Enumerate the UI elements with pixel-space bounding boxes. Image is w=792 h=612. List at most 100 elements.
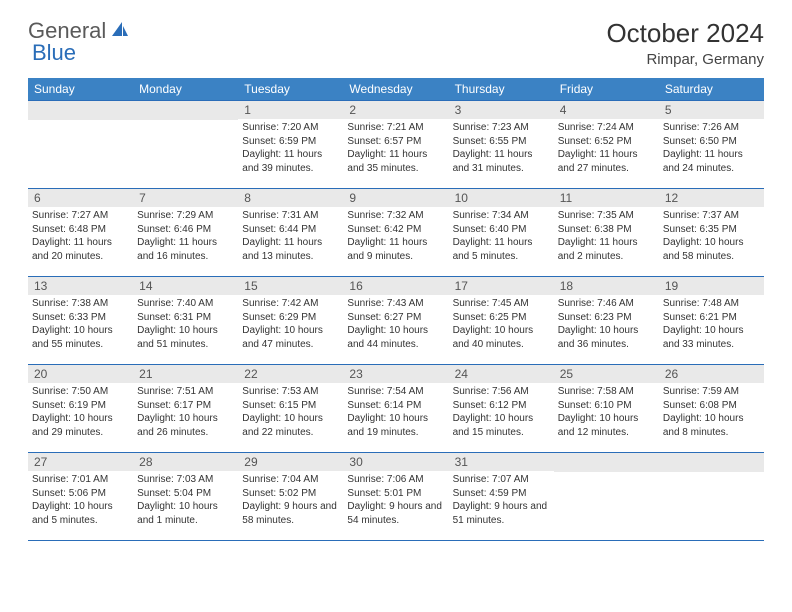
day-num: 11 (554, 189, 659, 207)
sunrise-text: Sunrise: 7:54 AM (347, 385, 444, 399)
day-cell: 24Sunrise: 7:56 AMSunset: 6:12 PMDayligh… (449, 365, 554, 453)
daylight-text: Daylight: 11 hours and 24 minutes. (663, 148, 760, 175)
day-num: 4 (554, 101, 659, 119)
day-header: Friday (554, 78, 659, 101)
day-cell: 25Sunrise: 7:58 AMSunset: 6:10 PMDayligh… (554, 365, 659, 453)
day-content: Sunrise: 7:35 AMSunset: 6:38 PMDaylight:… (554, 207, 659, 266)
sunset-text: Sunset: 6:14 PM (347, 399, 444, 413)
day-num: 15 (238, 277, 343, 295)
sunrise-text: Sunrise: 7:26 AM (663, 121, 760, 135)
day-cell: 31Sunrise: 7:07 AMSunset: 4:59 PMDayligh… (449, 453, 554, 541)
day-cell: 29Sunrise: 7:04 AMSunset: 5:02 PMDayligh… (238, 453, 343, 541)
day-cell: 9Sunrise: 7:32 AMSunset: 6:42 PMDaylight… (343, 189, 448, 277)
day-cell: 11Sunrise: 7:35 AMSunset: 6:38 PMDayligh… (554, 189, 659, 277)
day-content: Sunrise: 7:20 AMSunset: 6:59 PMDaylight:… (238, 119, 343, 178)
day-num: 8 (238, 189, 343, 207)
sunset-text: Sunset: 6:17 PM (137, 399, 234, 413)
day-num: 6 (28, 189, 133, 207)
week-row: 6Sunrise: 7:27 AMSunset: 6:48 PMDaylight… (28, 189, 764, 277)
daylight-text: Daylight: 11 hours and 27 minutes. (558, 148, 655, 175)
day-num: 14 (133, 277, 238, 295)
sunset-text: Sunset: 6:10 PM (558, 399, 655, 413)
day-num: 28 (133, 453, 238, 471)
sunrise-text: Sunrise: 7:21 AM (347, 121, 444, 135)
daylight-text: Daylight: 11 hours and 39 minutes. (242, 148, 339, 175)
daylight-text: Daylight: 10 hours and 47 minutes. (242, 324, 339, 351)
daylight-text: Daylight: 10 hours and 8 minutes. (663, 412, 760, 439)
daylight-text: Daylight: 11 hours and 13 minutes. (242, 236, 339, 263)
sunset-text: Sunset: 5:04 PM (137, 487, 234, 501)
sunrise-text: Sunrise: 7:23 AM (453, 121, 550, 135)
day-num: 1 (238, 101, 343, 119)
sunrise-text: Sunrise: 7:45 AM (453, 297, 550, 311)
sunset-text: Sunset: 6:59 PM (242, 135, 339, 149)
day-cell: 15Sunrise: 7:42 AMSunset: 6:29 PMDayligh… (238, 277, 343, 365)
day-content (554, 472, 659, 532)
day-content (659, 472, 764, 532)
day-header: Wednesday (343, 78, 448, 101)
sunrise-text: Sunrise: 7:24 AM (558, 121, 655, 135)
sunset-text: Sunset: 6:57 PM (347, 135, 444, 149)
day-num: 24 (449, 365, 554, 383)
logo-text-blue: Blue (32, 40, 76, 65)
sunrise-text: Sunrise: 7:01 AM (32, 473, 129, 487)
calendar-table: Sunday Monday Tuesday Wednesday Thursday… (28, 78, 764, 541)
day-content: Sunrise: 7:58 AMSunset: 6:10 PMDaylight:… (554, 383, 659, 442)
daylight-text: Daylight: 10 hours and 33 minutes. (663, 324, 760, 351)
sunrise-text: Sunrise: 7:20 AM (242, 121, 339, 135)
day-header-row: Sunday Monday Tuesday Wednesday Thursday… (28, 78, 764, 101)
sunset-text: Sunset: 6:48 PM (32, 223, 129, 237)
day-num: 18 (554, 277, 659, 295)
day-header: Thursday (449, 78, 554, 101)
day-content: Sunrise: 7:51 AMSunset: 6:17 PMDaylight:… (133, 383, 238, 442)
daylight-text: Daylight: 10 hours and 40 minutes. (453, 324, 550, 351)
day-content: Sunrise: 7:37 AMSunset: 6:35 PMDaylight:… (659, 207, 764, 266)
daylight-text: Daylight: 9 hours and 54 minutes. (347, 500, 444, 527)
day-content: Sunrise: 7:27 AMSunset: 6:48 PMDaylight:… (28, 207, 133, 266)
calendar-body: 1Sunrise: 7:20 AMSunset: 6:59 PMDaylight… (28, 101, 764, 541)
daylight-text: Daylight: 10 hours and 26 minutes. (137, 412, 234, 439)
day-num: 22 (238, 365, 343, 383)
day-num: 29 (238, 453, 343, 471)
sunset-text: Sunset: 6:27 PM (347, 311, 444, 325)
sunrise-text: Sunrise: 7:04 AM (242, 473, 339, 487)
day-content: Sunrise: 7:53 AMSunset: 6:15 PMDaylight:… (238, 383, 343, 442)
sunset-text: Sunset: 5:06 PM (32, 487, 129, 501)
day-cell (133, 101, 238, 189)
sunrise-text: Sunrise: 7:27 AM (32, 209, 129, 223)
day-cell: 22Sunrise: 7:53 AMSunset: 6:15 PMDayligh… (238, 365, 343, 453)
sunrise-text: Sunrise: 7:58 AM (558, 385, 655, 399)
logo-text-blue-wrap: Blue (32, 40, 76, 66)
daylight-text: Daylight: 11 hours and 31 minutes. (453, 148, 550, 175)
day-content: Sunrise: 7:42 AMSunset: 6:29 PMDaylight:… (238, 295, 343, 354)
day-cell: 12Sunrise: 7:37 AMSunset: 6:35 PMDayligh… (659, 189, 764, 277)
sunrise-text: Sunrise: 7:38 AM (32, 297, 129, 311)
day-cell: 6Sunrise: 7:27 AMSunset: 6:48 PMDaylight… (28, 189, 133, 277)
week-row: 20Sunrise: 7:50 AMSunset: 6:19 PMDayligh… (28, 365, 764, 453)
day-cell: 13Sunrise: 7:38 AMSunset: 6:33 PMDayligh… (28, 277, 133, 365)
sunrise-text: Sunrise: 7:42 AM (242, 297, 339, 311)
day-cell: 18Sunrise: 7:46 AMSunset: 6:23 PMDayligh… (554, 277, 659, 365)
day-content: Sunrise: 7:07 AMSunset: 4:59 PMDaylight:… (449, 471, 554, 530)
day-cell: 14Sunrise: 7:40 AMSunset: 6:31 PMDayligh… (133, 277, 238, 365)
title-block: October 2024 Rimpar, Germany (606, 18, 764, 68)
week-row: 13Sunrise: 7:38 AMSunset: 6:33 PMDayligh… (28, 277, 764, 365)
day-num: 2 (343, 101, 448, 119)
day-cell (659, 453, 764, 541)
day-content: Sunrise: 7:59 AMSunset: 6:08 PMDaylight:… (659, 383, 764, 442)
sunset-text: Sunset: 4:59 PM (453, 487, 550, 501)
day-content: Sunrise: 7:38 AMSunset: 6:33 PMDaylight:… (28, 295, 133, 354)
sunset-text: Sunset: 6:25 PM (453, 311, 550, 325)
sunrise-text: Sunrise: 7:48 AM (663, 297, 760, 311)
day-cell: 27Sunrise: 7:01 AMSunset: 5:06 PMDayligh… (28, 453, 133, 541)
day-num: 31 (449, 453, 554, 471)
week-row: 1Sunrise: 7:20 AMSunset: 6:59 PMDaylight… (28, 101, 764, 189)
sunset-text: Sunset: 6:42 PM (347, 223, 444, 237)
sunrise-text: Sunrise: 7:50 AM (32, 385, 129, 399)
day-num: 27 (28, 453, 133, 471)
daylight-text: Daylight: 11 hours and 20 minutes. (32, 236, 129, 263)
day-cell: 1Sunrise: 7:20 AMSunset: 6:59 PMDaylight… (238, 101, 343, 189)
day-content: Sunrise: 7:54 AMSunset: 6:14 PMDaylight:… (343, 383, 448, 442)
day-num: 17 (449, 277, 554, 295)
day-num: 13 (28, 277, 133, 295)
